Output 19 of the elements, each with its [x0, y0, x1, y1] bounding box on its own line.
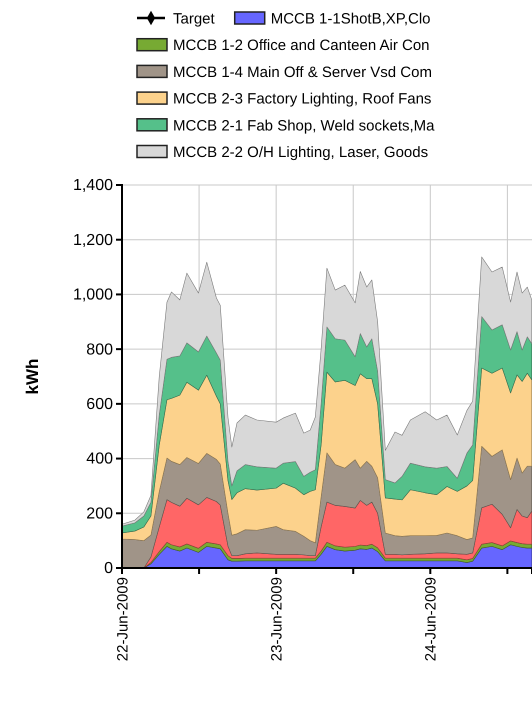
x-tick-label: 24-Jun-2009: [422, 577, 440, 662]
y-tick-label: 1,400: [72, 177, 114, 194]
y-tick-label: 0: [104, 560, 114, 578]
y-tick-label: 1,000: [72, 286, 114, 304]
y-tick-label: 800: [86, 341, 114, 358]
legend-label: MCCB 1-1ShotB,XP,Clo: [270, 10, 430, 28]
y-axis-title: kWh: [23, 358, 42, 394]
x-tick-label: 22-Jun-2009: [114, 577, 132, 662]
y-tick-label: 400: [86, 450, 114, 468]
legend-label: Target: [173, 10, 216, 28]
y-tick-label: 200: [86, 505, 114, 522]
legend-label: MCCB 1-4 Main Off & Server Vsd Com: [173, 64, 432, 81]
y-tick-label: 1,200: [72, 232, 114, 249]
x-tick-label: 23-Jun-2009: [268, 577, 286, 662]
legend-label: MCCB 2-1 Fab Shop, Weld sockets,Ma: [173, 117, 436, 134]
legend-label: MCCB 2-2 O/H Lighting, Laser, Goods: [173, 144, 428, 161]
y-tick-label: 600: [86, 396, 114, 413]
legend-label: MCCB 2-3 Factory Lighting, Roof Fans: [173, 90, 432, 108]
legend-label: MCCB 1-2 Office and Canteen Air Con: [173, 37, 430, 54]
